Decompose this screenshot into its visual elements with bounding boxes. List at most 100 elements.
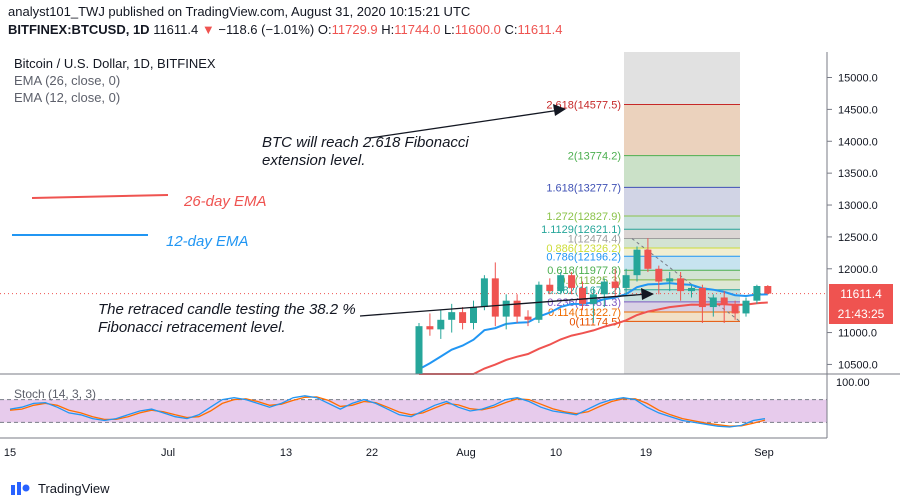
candle-body bbox=[611, 281, 619, 288]
price-axis: 15000.0 14500.0 14000.0 13500.0 13000.0 12500… bbox=[827, 73, 878, 371]
fib-level-label: 2.618(14577.5) bbox=[546, 99, 621, 111]
time-axis: 15 Jul 13 22 Aug 10 19 Sep bbox=[4, 447, 774, 459]
ema26-annotation: 26-day EMA bbox=[183, 193, 267, 210]
ohlc-line: BITFINEX:BTCUSD, 1D 11611.4 ▼ −118.6 (−1… bbox=[8, 22, 563, 37]
stoch-axis-100: 100.00 bbox=[836, 377, 870, 389]
arrow-retracement bbox=[359, 293, 649, 317]
note-retracement-line1: The retraced candle testing the 38.2 % bbox=[98, 301, 356, 318]
candle-body bbox=[622, 275, 630, 288]
price-tick-label: 12500.0 bbox=[838, 232, 878, 244]
candle-body bbox=[677, 278, 685, 292]
candles bbox=[415, 238, 772, 374]
price-tick-label: 13500.0 bbox=[838, 168, 878, 180]
open-value: 11729.9 bbox=[331, 22, 378, 37]
stoch-d-line bbox=[9, 396, 766, 427]
candle-body bbox=[568, 275, 576, 288]
last-price: 11611.4 bbox=[153, 22, 199, 37]
candle-body bbox=[513, 300, 521, 317]
fib-level-label: 1(12474.4) bbox=[568, 234, 621, 246]
ema26-line bbox=[419, 301, 768, 375]
candle-body bbox=[655, 268, 663, 282]
fib-level-label: 1.272(12827.9) bbox=[546, 211, 621, 223]
tradingview-footer[interactable]: TradingView bbox=[10, 477, 110, 499]
fib-level-label: 0(11174.5) bbox=[569, 316, 621, 328]
candle-body bbox=[633, 249, 641, 276]
price-tick-label: 15000.0 bbox=[838, 73, 878, 85]
price-chart[interactable]: 2.618(14577.5) 2(13774.2) 1.618(13277.7) 1.… bbox=[0, 46, 900, 474]
close-label: C: bbox=[504, 22, 518, 37]
high-label: H: bbox=[381, 22, 395, 37]
candle-body bbox=[709, 297, 717, 308]
ema12-legend: EMA (12, close, 0) bbox=[14, 90, 120, 105]
symbol-label: BITFINEX:BTCUSD, 1D bbox=[8, 22, 150, 37]
fib-band bbox=[624, 238, 740, 248]
fib-level-label: 0.886(12326.2) bbox=[546, 243, 621, 255]
candle-body bbox=[600, 281, 608, 295]
fib-trend-line bbox=[631, 238, 741, 322]
candle-body bbox=[720, 297, 728, 304]
fib-level-label: 1.1129(12621.1) bbox=[541, 224, 621, 236]
chart-title: Bitcoin / U.S. Dollar, 1D, BITFINEX bbox=[14, 56, 216, 71]
time-tick-label: 22 bbox=[366, 447, 378, 459]
ema26-legend-line bbox=[31, 194, 169, 199]
price-tick-label: 11000.0 bbox=[838, 328, 877, 340]
candle-body bbox=[524, 316, 532, 320]
price-tick-label: 13000.0 bbox=[838, 200, 878, 212]
fib-level-label: 0.114(11322.7) bbox=[548, 307, 621, 319]
candle-body bbox=[470, 307, 477, 323]
price-tick-label: 14500.0 bbox=[838, 104, 878, 116]
stoch-legend: Stoch (14, 3, 3) bbox=[14, 387, 96, 401]
fib-level-label: 0.786(12196.2) bbox=[546, 251, 621, 263]
note-fib-extension-line1: BTC will reach 2.618 Fibonacci bbox=[262, 134, 469, 151]
candle-body bbox=[688, 287, 695, 292]
candle-body bbox=[426, 326, 434, 330]
candle-body bbox=[698, 287, 706, 308]
candle-body bbox=[666, 278, 674, 282]
fib-band bbox=[624, 247, 740, 257]
candle-body bbox=[546, 284, 554, 292]
candle-body bbox=[480, 278, 488, 308]
candle-body bbox=[644, 249, 652, 269]
time-tick-label: Aug bbox=[456, 447, 476, 459]
tradingview-brand: TradingView bbox=[38, 480, 110, 496]
fib-band bbox=[624, 104, 740, 156]
ema26-legend: EMA (26, close, 0) bbox=[14, 73, 120, 88]
candle-body bbox=[448, 312, 456, 320]
candle-body bbox=[557, 275, 565, 292]
time-tick-label: 13 bbox=[280, 447, 292, 459]
last-price-badge: 11611.4 bbox=[829, 284, 893, 304]
countdown-badge: 21:43:25 bbox=[829, 304, 893, 324]
open-label: O: bbox=[317, 22, 332, 37]
ema12-annotation: 12-day EMA bbox=[166, 233, 249, 250]
fib-band bbox=[624, 311, 740, 322]
note-fib-extension-line2: extension level. bbox=[262, 152, 365, 169]
down-arrow-icon: ▼ bbox=[201, 22, 215, 37]
arrow-retracement-head bbox=[641, 288, 654, 300]
candle-body bbox=[437, 319, 445, 330]
price-change: −118.6 (−1.01%) bbox=[218, 22, 315, 37]
price-tick-label: 14000.0 bbox=[838, 136, 878, 148]
countdown-badge-text: 21:43:25 bbox=[838, 307, 885, 321]
price-tick-label: 12000.0 bbox=[838, 264, 878, 276]
fib-band bbox=[624, 216, 740, 230]
fib-band bbox=[624, 301, 740, 312]
fib-band bbox=[624, 187, 740, 217]
last-price-badge-text: 11611.4 bbox=[840, 287, 882, 301]
arrow-extension-head bbox=[553, 104, 566, 116]
candle-body bbox=[502, 300, 510, 317]
time-tick-label: 19 bbox=[640, 447, 652, 459]
low-label: L: bbox=[443, 22, 455, 37]
candle-body bbox=[764, 286, 772, 294]
tradingview-logo-icon bbox=[11, 482, 30, 495]
candle-body bbox=[459, 312, 467, 323]
fib-band bbox=[624, 256, 740, 271]
arrow-extension bbox=[369, 109, 561, 139]
fib-band bbox=[624, 155, 740, 188]
fib-level-label: 0.618(11977.8) bbox=[547, 265, 621, 277]
time-tick-label: Sep bbox=[754, 447, 774, 459]
fib-level-label: 2(13774.2) bbox=[568, 151, 621, 163]
candle-body bbox=[579, 287, 586, 304]
high-value: 11744.0 bbox=[394, 22, 441, 37]
fib-band bbox=[624, 229, 740, 239]
fib-level-label: 1.618(13277.7) bbox=[546, 182, 621, 194]
